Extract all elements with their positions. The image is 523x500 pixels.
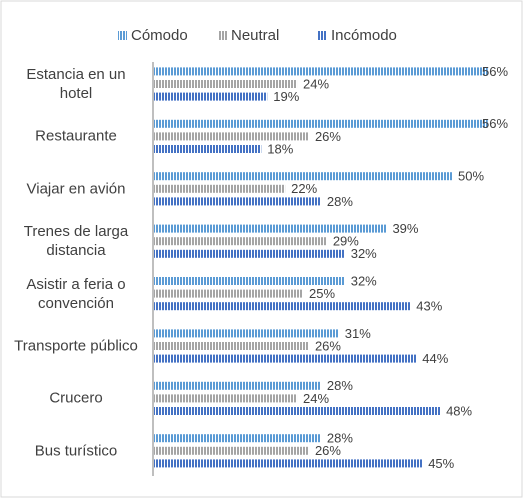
value-label: 18% [267, 141, 293, 156]
value-label: 29% [333, 234, 359, 249]
value-label: 26% [315, 443, 341, 458]
legend-swatch [118, 31, 127, 40]
value-label: 50% [458, 169, 484, 184]
value-label: 22% [291, 181, 317, 196]
value-label: 43% [416, 299, 442, 314]
bar [154, 342, 309, 350]
bar [154, 132, 309, 141]
value-label: 24% [303, 391, 329, 406]
value-label: 44% [422, 351, 448, 366]
bar [154, 224, 387, 233]
category-label: Viajar en avión [26, 180, 126, 198]
category-label: Crucero [49, 389, 103, 407]
legend-swatch [218, 31, 227, 40]
bar [154, 381, 321, 390]
category-label: Trenes de larga distancia [23, 223, 129, 260]
bar [154, 446, 309, 455]
value-label: 32% [351, 246, 377, 261]
bar [154, 249, 345, 258]
value-label: 28% [327, 194, 353, 209]
bar [154, 459, 423, 468]
legend-swatch [318, 31, 327, 40]
value-label: 24% [303, 76, 329, 91]
category-label: Asistir a feria o convención [26, 275, 126, 312]
bar [154, 434, 321, 443]
value-label: 56% [482, 116, 508, 131]
legend-label: Neutral [231, 27, 279, 44]
value-label: 28% [327, 378, 353, 393]
bar [154, 394, 298, 403]
value-label: 32% [351, 273, 377, 288]
bar [154, 329, 339, 338]
bar [154, 184, 286, 193]
bar [154, 407, 441, 415]
bar [154, 67, 488, 76]
bar [154, 80, 298, 88]
value-label: 19% [273, 89, 299, 104]
category-label: Bus turístico [34, 442, 118, 460]
bar [154, 277, 345, 285]
category-label: Estancia en un hotel [26, 66, 126, 102]
bar [154, 119, 488, 128]
value-label: 26% [315, 338, 341, 353]
value-label: 31% [345, 326, 371, 341]
bar [154, 92, 268, 101]
bar [154, 145, 262, 153]
legend-label: Incómodo [331, 27, 397, 44]
value-label: 45% [428, 456, 454, 471]
category-label: Restaurante [35, 127, 117, 145]
value-label: 26% [315, 129, 341, 144]
value-label: 28% [327, 431, 353, 446]
bar [154, 172, 452, 181]
value-label: 39% [392, 221, 418, 236]
legend-label: Cómodo [131, 27, 188, 44]
bar [154, 354, 417, 363]
value-label: 48% [446, 403, 472, 418]
category-label: Transporte público [14, 337, 138, 355]
bar [154, 237, 327, 246]
bar [154, 289, 303, 298]
value-label: 25% [309, 286, 335, 301]
bar [154, 197, 321, 206]
bar [154, 302, 411, 311]
value-label: 56% [482, 64, 508, 79]
